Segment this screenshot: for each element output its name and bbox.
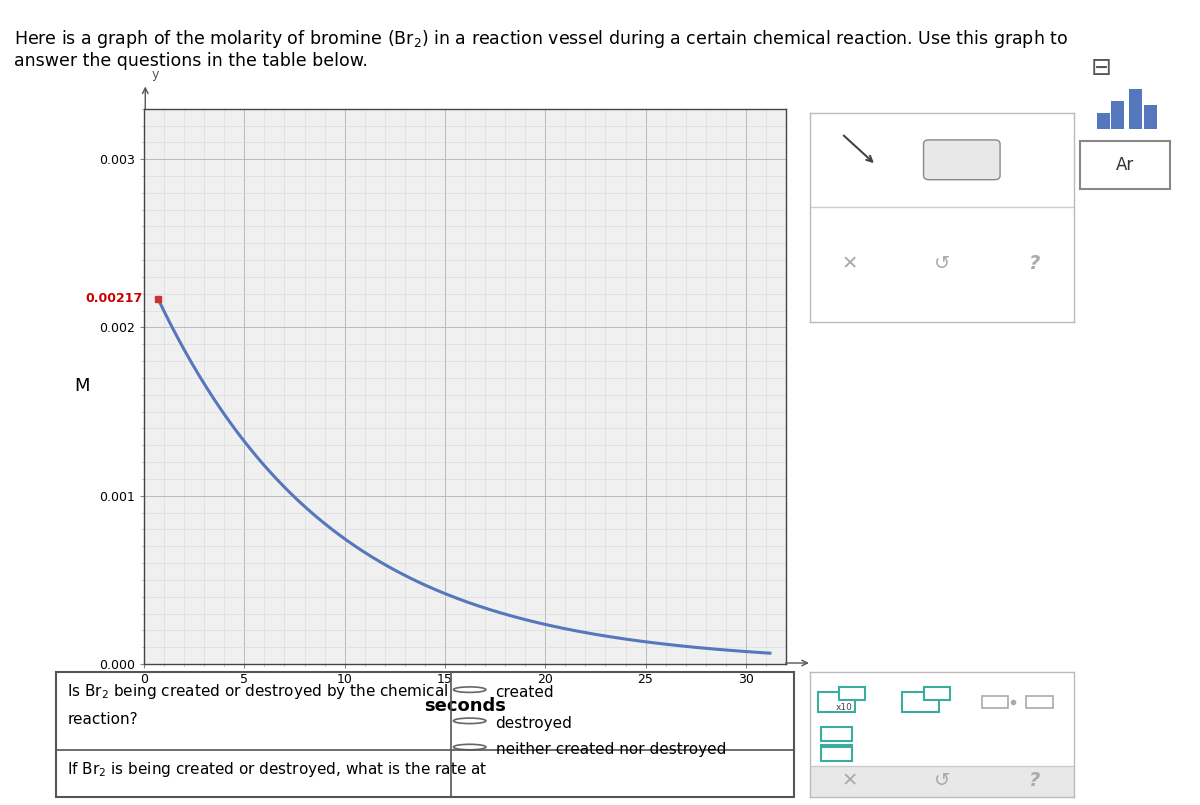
Text: ?: ?	[1028, 254, 1040, 273]
FancyBboxPatch shape	[982, 696, 1008, 708]
Bar	[1111, 101, 1124, 129]
Text: Ar: Ar	[1116, 156, 1134, 174]
Text: Is $\mathrm{Br_2}$ being created or destroyed by the chemical: Is $\mathrm{Br_2}$ being created or dest…	[67, 682, 449, 701]
FancyBboxPatch shape	[821, 727, 852, 741]
Text: Here is a graph of the molarity of bromine $\left(\mathrm{Br_2}\right)$ in a rea: Here is a graph of the molarity of bromi…	[14, 28, 1068, 50]
FancyBboxPatch shape	[839, 687, 865, 700]
Bar	[1097, 113, 1110, 129]
Text: ✕: ✕	[841, 254, 858, 273]
FancyBboxPatch shape	[821, 747, 852, 761]
Bar	[1129, 89, 1142, 129]
Text: If $\mathrm{Br_2}$ is being created or destroyed, what is the rate at: If $\mathrm{Br_2}$ is being created or d…	[67, 760, 487, 778]
FancyBboxPatch shape	[924, 687, 950, 700]
FancyBboxPatch shape	[924, 140, 1000, 180]
FancyBboxPatch shape	[818, 692, 854, 712]
Text: destroyed: destroyed	[496, 716, 572, 731]
Text: ⊟: ⊟	[1091, 56, 1112, 80]
FancyBboxPatch shape	[902, 692, 940, 712]
Text: answer the questions in the table below.: answer the questions in the table below.	[14, 52, 368, 70]
Y-axis label: M: M	[74, 378, 90, 395]
Bar	[810, 766, 1074, 797]
Text: ✕: ✕	[841, 771, 858, 791]
Text: y: y	[151, 68, 160, 81]
Text: ↺: ↺	[934, 254, 950, 273]
Text: reaction?: reaction?	[67, 712, 138, 727]
X-axis label: seconds: seconds	[424, 697, 506, 716]
Text: ?: ?	[1028, 771, 1040, 791]
FancyBboxPatch shape	[1026, 696, 1052, 708]
Bar	[1144, 105, 1157, 129]
Text: 0.00217: 0.00217	[86, 292, 143, 305]
Text: ↺: ↺	[934, 771, 950, 791]
Text: created: created	[496, 684, 554, 700]
Text: x10: x10	[836, 703, 853, 712]
Text: neither created nor destroyed: neither created nor destroyed	[496, 742, 726, 757]
